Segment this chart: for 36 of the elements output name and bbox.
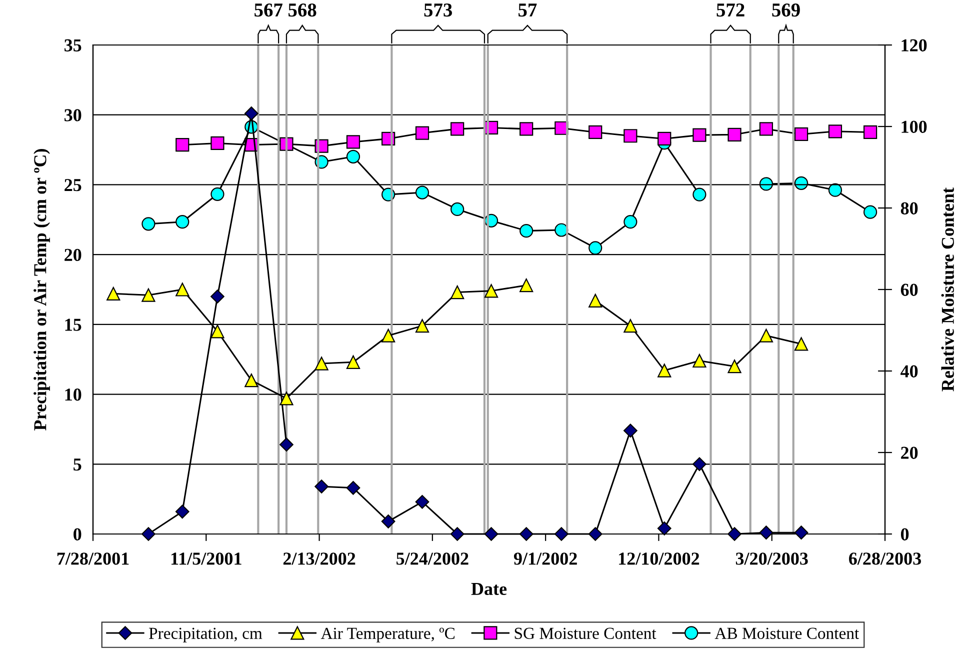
legend-label: SG Moisture Content [514, 628, 656, 639]
ref-line-label: 569 [772, 4, 800, 17]
x-tick-label: 2/13/2002 [283, 552, 356, 565]
x-tick-label: 3/20/2003 [736, 552, 808, 565]
x-tick-label: 9/1/2002 [514, 552, 577, 565]
ref-line-label: 572 [716, 4, 744, 17]
x-tick-label: 12/10/2002 [619, 552, 700, 565]
y2-tick-label: 80 [900, 202, 918, 214]
x-tick-label: 6/28/2003 [849, 552, 921, 565]
y2-tick-label: 100 [902, 120, 927, 133]
y2-tick-label: 40 [900, 365, 918, 378]
y2-tick-label: 0 [900, 528, 909, 540]
y2-tick-label: 60 [900, 284, 918, 296]
y2-tick-label: 20 [901, 446, 918, 459]
y-tick-label: 25 [64, 179, 82, 192]
legend-label: Precipitation, cm [149, 628, 262, 642]
y-tick-label: 35 [64, 39, 82, 52]
x-tick-label: 5/24/2002 [396, 552, 468, 565]
ref-line-label: 573 [424, 4, 452, 17]
y-tick-label: 20 [64, 248, 82, 262]
ref-line-label: 567 [254, 4, 282, 17]
y-tick-label: 0 [74, 528, 82, 540]
ref-line-label: 57 [518, 4, 537, 17]
y-axis-title: Precipitation or Air Temp (cm or ºC) [34, 149, 50, 430]
x-tick-label: 11/5/2001 [171, 552, 242, 565]
x-axis-title: Date [471, 583, 507, 596]
y-tick-label: 30 [64, 109, 82, 122]
y2-axis-title: Relative Moisture Content [941, 187, 954, 392]
y-tick-label: 5 [74, 458, 82, 471]
x-tick-label: 7/28/2001 [57, 552, 129, 565]
legend-label: AB Moisture Content [714, 628, 860, 639]
legend-label: Air Temperature, ºC [320, 628, 454, 642]
ref-line-label: 568 [288, 3, 316, 17]
y2-tick-label: 120 [902, 39, 927, 52]
y-tick-label: 15 [65, 318, 82, 331]
y-tick-label: 10 [65, 388, 82, 401]
